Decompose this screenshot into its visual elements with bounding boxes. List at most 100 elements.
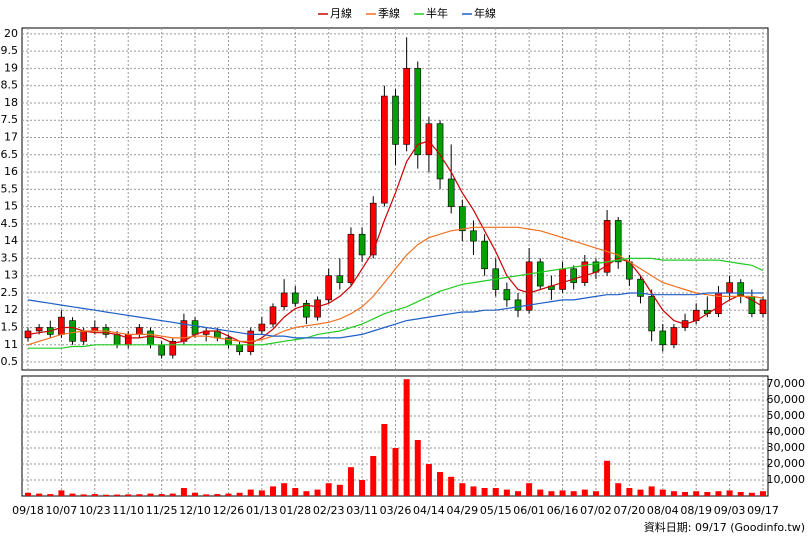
volume-bar (559, 490, 566, 496)
x-tick-label: 03/26 (380, 504, 412, 517)
candle-body (69, 320, 76, 342)
x-tick-label: 07/02 (580, 504, 612, 517)
volume-bar (303, 491, 310, 496)
volume-bar (425, 464, 432, 496)
candle-body (670, 327, 678, 346)
volume-bar (270, 486, 276, 496)
y-tick-label: 30,000 (767, 441, 806, 454)
candle-body (581, 261, 589, 283)
volume-bar (548, 491, 555, 496)
candle-body (136, 327, 143, 335)
volume-bar (537, 489, 544, 496)
legend-label: 季線 (378, 6, 400, 20)
candle-body (481, 240, 488, 270)
y-tick-label: 10.5 (0, 355, 18, 368)
volume-bar (392, 448, 399, 496)
volume-bar (481, 488, 488, 496)
volume-bar (258, 490, 265, 496)
candle-body (425, 123, 433, 156)
x-tick-label: 04/14 (413, 504, 445, 517)
volume-bar (682, 492, 689, 496)
y-tick-label: 17.5 (0, 113, 18, 126)
volume-bar (236, 492, 243, 496)
volume-bar (314, 489, 321, 496)
y-tick-label: 70,000 (767, 377, 806, 390)
x-tick-label: 05/15 (480, 504, 512, 517)
volume-bar (715, 491, 722, 496)
x-tick-label: 01/28 (279, 504, 311, 517)
x-tick-label: 09/03 (714, 504, 746, 517)
candle-body (269, 306, 277, 325)
moving-average-line (27, 226, 764, 346)
candle-body (381, 95, 388, 204)
x-tick-label: 06/01 (513, 504, 545, 517)
candle-body (514, 299, 522, 311)
volume-bar (69, 493, 76, 496)
x-tick-label: 12/10 (179, 504, 211, 517)
candle-body (358, 233, 366, 256)
footer: 資料日期: 09/17 (Goodinfo.tw) (644, 520, 805, 534)
candle-body (303, 303, 310, 318)
volume-bar (381, 424, 388, 496)
candle-body (726, 282, 733, 294)
y-tick-label: 20,000 (767, 457, 806, 470)
candle-body (113, 334, 121, 346)
volume-bar (47, 494, 54, 496)
legend-label: 年線 (474, 6, 496, 20)
volume-bar (91, 494, 98, 496)
volume-bar (247, 489, 254, 496)
y-tick-label: 13.5 (0, 251, 18, 264)
candle-body (258, 323, 266, 332)
y-tick-label: 15 (4, 200, 18, 213)
volume-bar (292, 488, 299, 496)
x-tick-label: 08/19 (680, 504, 712, 517)
y-tick-label: 50,000 (767, 409, 806, 422)
candle-body (336, 275, 344, 283)
volume-bar (515, 491, 521, 496)
volume-bar (36, 493, 43, 496)
y-tick-label: 18 (4, 96, 18, 109)
volume-bar (592, 491, 599, 496)
candle-body (559, 268, 566, 290)
volume-bar (604, 460, 611, 496)
y-tick-label: 20 (4, 27, 18, 40)
x-tick-label: 03/11 (346, 504, 378, 517)
x-tick-label: 02/23 (313, 504, 345, 517)
volume-bar (693, 491, 700, 496)
volume-bar (147, 493, 154, 496)
candle-body (280, 292, 288, 308)
x-tick-label: 11/10 (112, 504, 144, 517)
volume-bar (325, 483, 332, 496)
candle-body (414, 68, 422, 156)
candle-body (637, 278, 644, 297)
volume-bar (492, 488, 499, 496)
moving-average-line (27, 292, 763, 339)
candle-body (447, 178, 455, 207)
y-tick-label: 18.5 (0, 79, 18, 92)
x-tick-label: 10/07 (46, 504, 78, 517)
candle-body (459, 206, 466, 232)
volume-bar (470, 486, 477, 496)
candle-body (291, 292, 299, 304)
volume-bar (637, 489, 644, 496)
candle-body (392, 95, 399, 145)
volume-bar (503, 489, 510, 496)
x-tick-label: 11/25 (146, 504, 178, 517)
volume-bar (570, 491, 577, 496)
y-tick-label: 12 (4, 303, 18, 316)
candle-body (369, 202, 377, 256)
candle-body (191, 320, 199, 335)
candle-body (314, 299, 321, 318)
price-panel (21, 27, 769, 371)
volume-bar (158, 494, 165, 496)
volume-bar (225, 493, 232, 496)
volume-bar (659, 489, 666, 496)
volume-bar (125, 494, 132, 496)
y-tick-label: 11.5 (0, 321, 18, 334)
candle-body (35, 327, 43, 332)
volume-bar (192, 492, 199, 496)
candle-body (525, 261, 533, 311)
x-tick-label: 06/16 (547, 504, 579, 517)
volume-bar (114, 494, 121, 496)
y-tick-label: 10,000 (767, 473, 806, 486)
